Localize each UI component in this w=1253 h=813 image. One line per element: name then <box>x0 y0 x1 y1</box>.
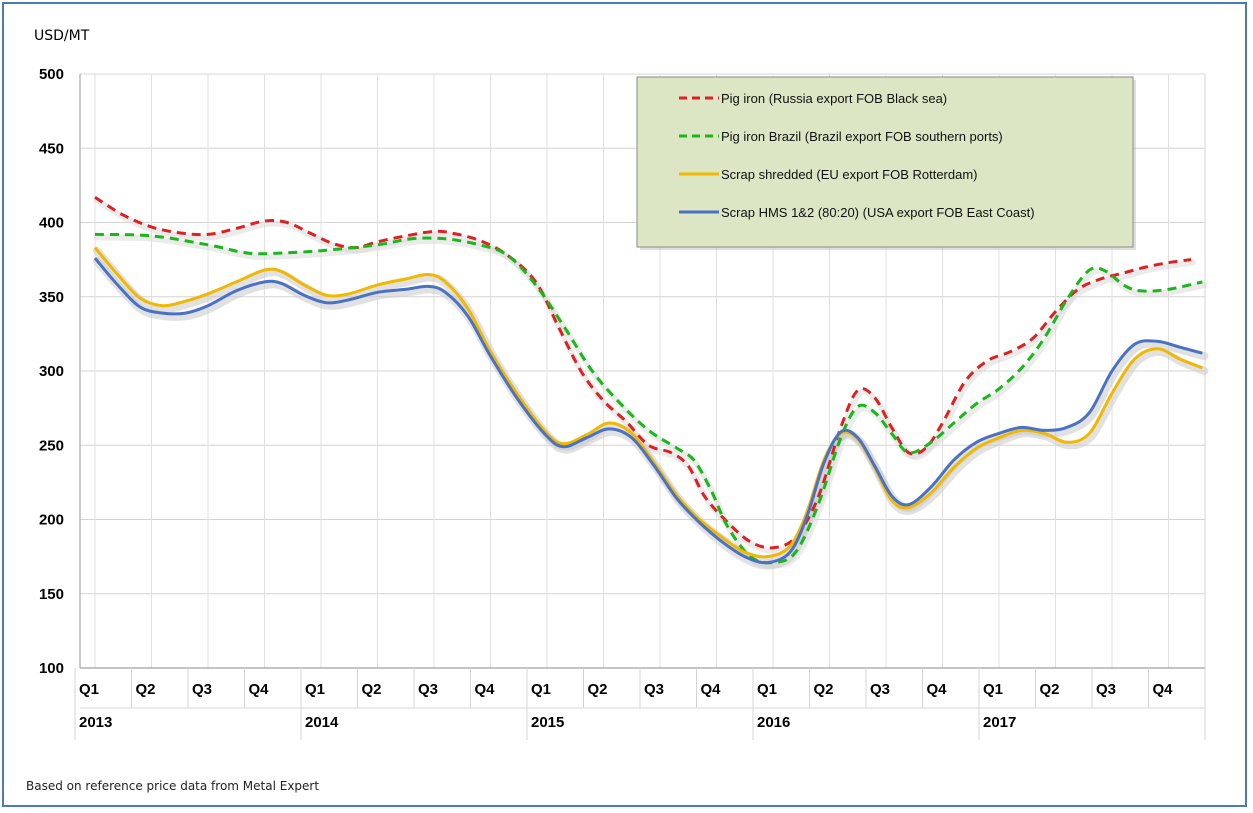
x-quarter-label: Q4 <box>701 681 722 698</box>
y-axis-unit-label: USD/MT <box>34 28 90 44</box>
series-shadow <box>93 257 1209 570</box>
x-quarter-label: Q3 <box>1096 681 1116 698</box>
legend: Pig iron (Russia export FOB Black sea) Pi… <box>636 76 1136 250</box>
x-quarter-label: Q1 <box>79 681 99 698</box>
x-quarter-label: Q2 <box>136 681 156 698</box>
x-quarter-label: Q3 <box>192 681 212 698</box>
series-line <box>93 257 1203 565</box>
legend-label: Pig iron Brazil (Brazil export FOB south… <box>721 129 1003 144</box>
x-quarter-label: Q1 <box>305 681 325 698</box>
legend-label: Pig iron (Russia export FOB Black sea) <box>721 91 947 106</box>
legend-box <box>636 76 1134 248</box>
legend-label: Scrap shredded (EU export FOB Rotterdam) <box>721 167 978 182</box>
x-quarter-label: Q2 <box>588 681 608 698</box>
y-tick-label: 300 <box>39 363 64 380</box>
y-tick-label: 400 <box>39 215 64 232</box>
x-year-label: 2014 <box>305 714 339 731</box>
x-quarter-label: Q4 <box>475 681 496 698</box>
y-tick-label: 250 <box>39 437 64 454</box>
x-quarter-label: Q3 <box>644 681 664 698</box>
y-tick-label: 100 <box>39 660 64 677</box>
x-quarter-label: Q1 <box>983 681 1003 698</box>
y-tick-label: 200 <box>39 512 64 529</box>
x-year-label: 2016 <box>757 714 790 731</box>
x-quarter-label: Q3 <box>418 681 438 698</box>
y-tick-label: 500 <box>39 66 64 83</box>
series-line <box>94 196 1192 550</box>
y-tick-label: 150 <box>39 586 64 603</box>
x-year-label: 2013 <box>79 714 112 731</box>
x-quarter-label: Q3 <box>870 681 890 698</box>
x-year-label: 2015 <box>531 714 564 731</box>
series <box>93 196 1209 570</box>
x-quarter-label: Q4 <box>249 681 270 698</box>
x-quarter-label: Q4 <box>1153 681 1174 698</box>
x-quarter-label: Q1 <box>531 681 551 698</box>
x-year-label: 2017 <box>983 714 1016 731</box>
x-quarter-label: Q2 <box>362 681 382 698</box>
legend-label: Scrap HMS 1&2 (80:20) (USA export FOB Ea… <box>721 205 1035 220</box>
series-line <box>93 246 1203 559</box>
source-note: Based on reference price data from Metal… <box>26 779 320 793</box>
y-tick-label: 350 <box>39 289 64 306</box>
axes: 100 150 200 250 300 350 400 450 500 Q1 Q2 Q3 Q4 Q1 Q2 Q… <box>39 66 1206 740</box>
x-quarter-label: Q2 <box>1040 681 1060 698</box>
y-tick-label: 450 <box>39 140 64 157</box>
x-quarter-label: Q2 <box>814 681 834 698</box>
series-line <box>94 232 1203 565</box>
x-quarter-label: Q4 <box>927 681 948 698</box>
x-quarter-label: Q1 <box>757 681 777 698</box>
